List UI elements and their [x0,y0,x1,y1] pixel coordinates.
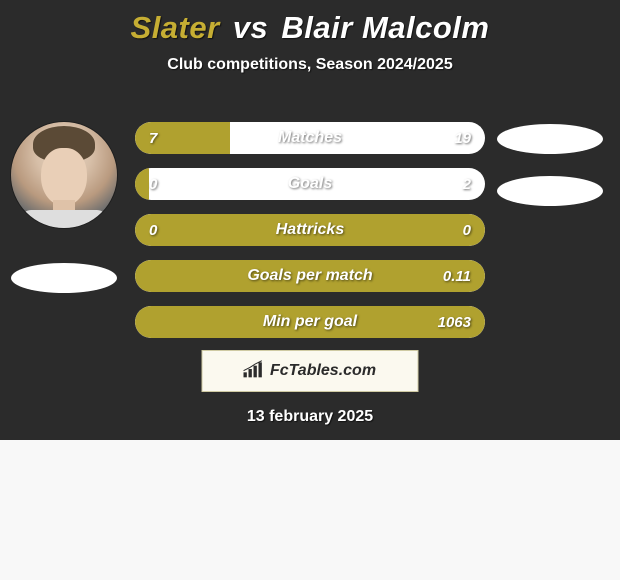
comparison-card: Slater vs Blair Malcolm Club competition… [0,0,620,440]
stat-bar: 0.11Goals per match [135,260,485,292]
chart-bars-icon [244,360,264,383]
stat-label: Matches [135,122,485,154]
player2-club-badge-1 [497,124,603,154]
stat-bars: 719Matches 02Goals 00Hattricks 0.11Goals pe… [135,122,485,338]
subtitle: Club competitions, Season 2024/2025 [0,56,620,74]
player1-avatar [11,122,117,228]
player1-column [8,122,120,293]
player1-club-badge [11,263,117,293]
stat-bar: 1063Min per goal [135,306,485,338]
stat-bar: 719Matches [135,122,485,154]
stat-label: Hattricks [135,214,485,246]
player2-name: Blair Malcolm [281,10,489,45]
stat-label: Goals [135,168,485,200]
player1-name: Slater [131,10,220,45]
watermark: FcTables.com [202,350,419,392]
player2-column [500,124,600,228]
date-label: 13 february 2025 [0,408,620,426]
stat-label: Goals per match [135,260,485,292]
page-title: Slater vs Blair Malcolm [0,0,620,46]
watermark-text: FcTables.com [270,362,376,380]
stat-label: Min per goal [135,306,485,338]
player2-club-badge-2 [497,176,603,206]
stat-bar: 00Hattricks [135,214,485,246]
vs-label: vs [233,10,268,45]
stat-bar: 02Goals [135,168,485,200]
